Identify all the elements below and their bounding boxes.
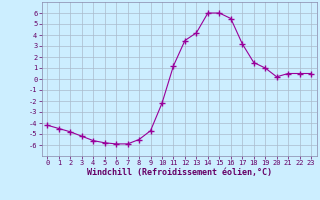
X-axis label: Windchill (Refroidissement éolien,°C): Windchill (Refroidissement éolien,°C) (87, 168, 272, 177)
